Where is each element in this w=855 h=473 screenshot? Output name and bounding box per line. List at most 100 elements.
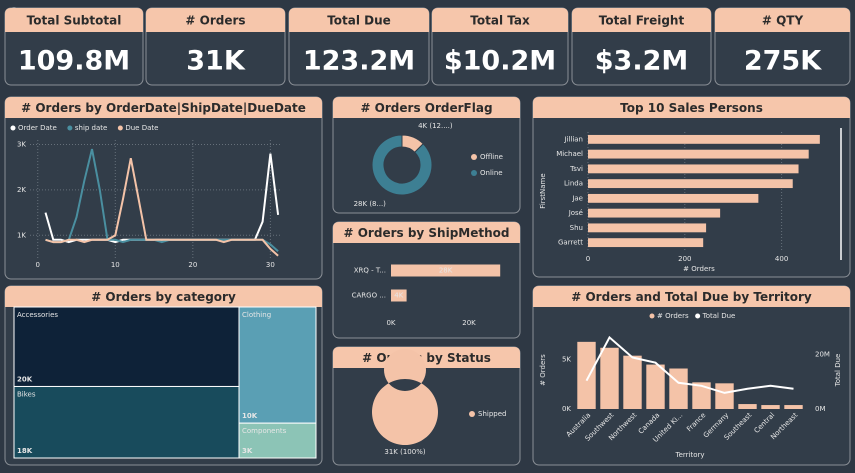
bar bbox=[588, 134, 820, 144]
card-header bbox=[533, 286, 850, 307]
series-line bbox=[45, 158, 279, 257]
card-header bbox=[333, 347, 520, 368]
x-tick-label: 10 bbox=[111, 261, 120, 269]
bar bbox=[588, 164, 799, 174]
legend-marker bbox=[695, 313, 701, 319]
bar bbox=[577, 341, 596, 409]
x-tick-label: 20 bbox=[188, 261, 197, 269]
kpi-value: 31K bbox=[186, 46, 246, 77]
category-label: Tsvi bbox=[569, 165, 583, 173]
card-header bbox=[146, 8, 285, 32]
category-label: Garrett bbox=[558, 239, 583, 247]
kpi-value: 109.8M bbox=[18, 46, 130, 77]
card-header bbox=[572, 8, 711, 32]
card-title: # Orders by Status bbox=[362, 351, 491, 365]
x-tick-label: 0 bbox=[36, 261, 40, 269]
bar bbox=[588, 179, 793, 189]
bar bbox=[391, 264, 501, 277]
kpi-label: Total Tax bbox=[470, 14, 530, 28]
x-axis-title: # Orders bbox=[683, 265, 715, 273]
y-tick-label: 0K bbox=[562, 405, 571, 413]
y-tick-label: 3K bbox=[17, 141, 26, 149]
treemap-tile bbox=[238, 306, 317, 424]
tile-label: Clothing bbox=[242, 311, 271, 319]
category-label: Linda bbox=[564, 180, 583, 188]
series-line bbox=[585, 335, 794, 394]
kpi-value: 275K bbox=[744, 46, 822, 77]
bar bbox=[600, 347, 619, 409]
data-label: 28K bbox=[439, 267, 453, 275]
y-tick-label: 2K bbox=[17, 186, 26, 194]
card-header bbox=[5, 97, 322, 118]
bar bbox=[588, 149, 809, 159]
legend-marker bbox=[471, 154, 477, 160]
category-label: José bbox=[568, 209, 583, 217]
card-header bbox=[289, 8, 429, 32]
kpi-label: Total Subtotal bbox=[27, 14, 122, 28]
x-tick-label: 30 bbox=[266, 261, 275, 269]
card-title: Top 10 Sales Persons bbox=[620, 101, 763, 115]
donut-slice bbox=[371, 134, 433, 196]
kpi-value: $3.2M bbox=[595, 46, 689, 77]
kpi-label: # QTY bbox=[762, 14, 804, 28]
y2-tick-label: 20M bbox=[815, 351, 830, 359]
legend-marker bbox=[67, 125, 73, 131]
bar bbox=[646, 364, 665, 409]
tile-label: Accessories bbox=[17, 311, 58, 319]
bar bbox=[588, 238, 704, 248]
category-label: Jillian bbox=[563, 135, 583, 143]
card-header bbox=[333, 97, 520, 118]
y-tick-label: 1K bbox=[17, 231, 26, 239]
card-title: # Orders by OrderDate|ShipDate|DueDate bbox=[21, 101, 306, 115]
card-title: # Orders by ShipMethod bbox=[344, 226, 510, 240]
category-label: Michael bbox=[556, 150, 583, 158]
y2-tick-label: 0M bbox=[815, 405, 826, 413]
legend-label: Due Date bbox=[125, 124, 158, 132]
card-header bbox=[5, 286, 322, 307]
legend-label: # Orders bbox=[657, 312, 689, 320]
tile-value: 18K bbox=[17, 447, 33, 455]
bar bbox=[391, 289, 407, 302]
bar bbox=[669, 368, 688, 409]
card-title: # Orders OrderFlag bbox=[360, 101, 492, 115]
data-label: 31K (100%) bbox=[384, 448, 425, 456]
card-header bbox=[715, 8, 850, 32]
y-axis-title: FirstName bbox=[539, 173, 547, 208]
tile-value: 10K bbox=[242, 412, 258, 420]
category-label: XRQ - T... bbox=[354, 267, 386, 275]
legend-marker bbox=[117, 125, 123, 131]
legend-marker bbox=[649, 313, 655, 319]
bar bbox=[784, 405, 803, 409]
legend-label: Online bbox=[480, 169, 503, 177]
bar bbox=[761, 405, 780, 409]
donut-slice bbox=[371, 348, 438, 446]
bar bbox=[588, 193, 759, 203]
bar bbox=[715, 383, 734, 409]
card-header bbox=[533, 97, 850, 118]
bar bbox=[738, 404, 757, 409]
x-tick-label: 20K bbox=[462, 319, 476, 327]
legend-label: Order Date bbox=[18, 124, 57, 132]
legend-label: Offline bbox=[480, 153, 503, 161]
legend-marker bbox=[471, 170, 477, 176]
card-header bbox=[5, 8, 143, 32]
y2-axis-title: Total Due bbox=[834, 354, 842, 388]
data-label: 4K (12....) bbox=[418, 122, 453, 130]
x-axis-title: Territory bbox=[674, 451, 704, 459]
tile-value: 3K bbox=[242, 447, 253, 455]
tile-label: Components bbox=[242, 427, 287, 435]
legend-label: Shipped bbox=[478, 410, 506, 418]
card-title: # Orders and Total Due by Territory bbox=[571, 290, 812, 304]
category-label: Jae bbox=[571, 194, 583, 202]
legend-label: ship date bbox=[75, 124, 107, 132]
legend-marker bbox=[10, 125, 16, 131]
treemap-tile bbox=[13, 306, 240, 387]
bar bbox=[692, 382, 711, 409]
bar bbox=[588, 208, 721, 218]
data-label: 28K (8...) bbox=[354, 200, 387, 208]
kpi-label: Total Due bbox=[327, 14, 391, 28]
card-header bbox=[333, 222, 520, 243]
card-title: # Orders by category bbox=[91, 290, 236, 304]
card-header bbox=[432, 8, 568, 32]
